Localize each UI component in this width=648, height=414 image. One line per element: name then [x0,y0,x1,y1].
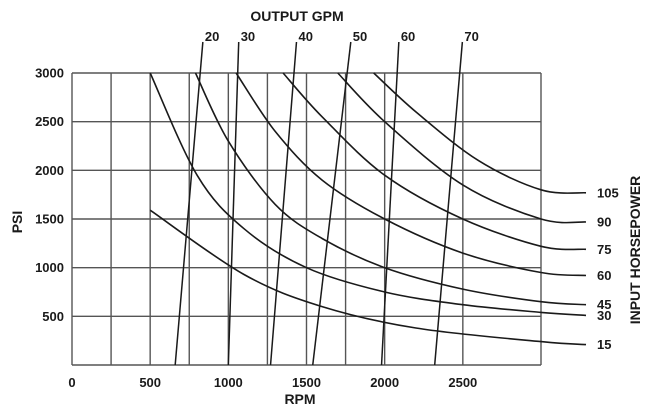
horsepower-label: 30 [597,308,611,323]
horsepower-curve [282,72,587,251]
gpm-line [433,41,464,366]
x-tick-label: 500 [139,375,161,390]
x-tick-label: 1000 [214,375,243,390]
gpm-tick-label: 50 [353,29,367,44]
y-tick-label: 2500 [35,114,64,129]
horsepower-curve [149,72,587,317]
y-tick-labels: 500 1000 1500 2000 2500 3000 [35,66,64,324]
horsepower-curve [149,209,587,346]
x-tick-labels: 0 500 1000 1500 2000 2500 [68,375,477,390]
horsepower-label: 15 [597,337,611,352]
right-axis-label: INPUT HORSEPOWER [627,176,643,325]
x-tick-label: 0 [68,375,75,390]
gpm-tick-label: 20 [205,29,219,44]
gpm-line [269,41,298,366]
y-tick-label: 1500 [35,212,64,227]
y-tick-label: 500 [42,309,64,324]
gpm-line [174,41,204,366]
y-axis-label: PSI [9,211,25,234]
x-tick-label: 2000 [370,375,399,390]
horsepower-label: 60 [597,268,611,283]
gpm-tick-label: 40 [298,29,312,44]
horsepower-curve [235,72,587,277]
horsepower-curve [194,72,587,306]
top-axis-label: OUTPUT GPM [250,8,343,24]
gpm-tick-labels: 20 30 40 50 60 70 [205,29,479,44]
horsepower-curve [373,72,587,194]
chart-grid [71,72,542,366]
x-axis-label: RPM [284,391,315,407]
horsepower-curve [337,72,587,224]
horsepower-label: 105 [597,185,619,200]
y-tick-label: 2000 [35,163,64,178]
gpm-line [380,41,400,366]
horsepower-curves [149,72,587,346]
horsepower-label: 45 [597,297,611,312]
gpm-lines [174,41,464,366]
gpm-line [227,41,240,366]
gpm-line [312,41,352,366]
x-tick-label: 1500 [292,375,321,390]
horsepower-label: 90 [597,215,611,230]
horsepower-label: 75 [597,242,611,257]
y-tick-label: 1000 [35,260,64,275]
x-tick-label: 2500 [448,375,477,390]
gpm-tick-label: 30 [241,29,255,44]
y-tick-label: 3000 [35,66,64,81]
gpm-tick-label: 70 [464,29,478,44]
gpm-tick-label: 60 [401,29,415,44]
